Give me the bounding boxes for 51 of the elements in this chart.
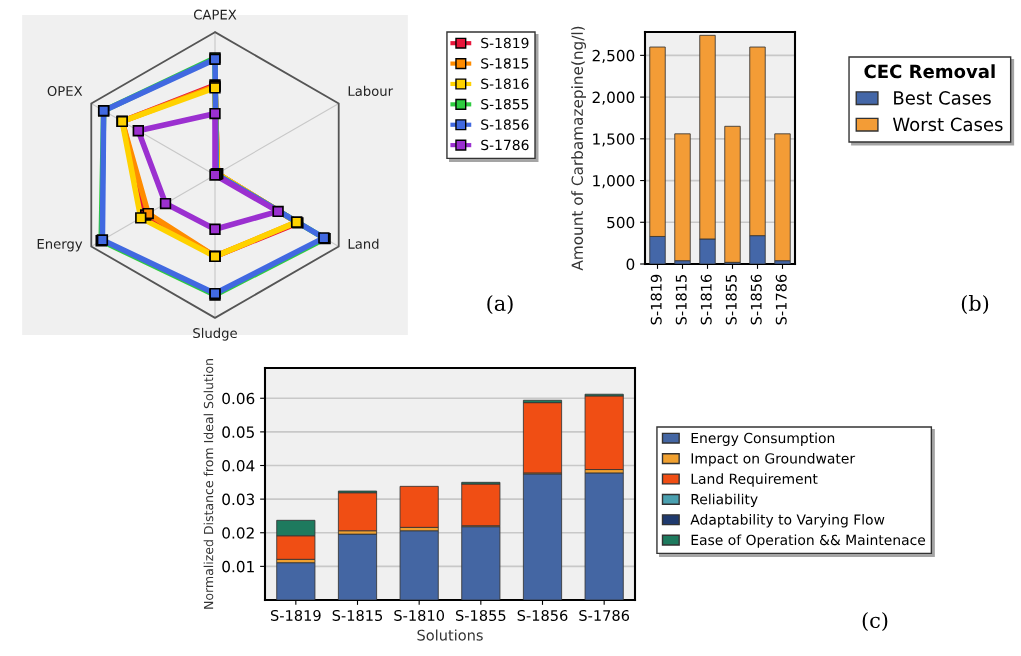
y-tick-label: 0 [626,258,635,271]
text: (c) [862,611,888,631]
legend-label: S-1815 [481,58,529,69]
text: (a) [487,294,513,314]
x-tick-label: S-1855 [455,609,506,622]
x-tick-label: S-1815 [675,275,687,325]
x-tick-label: S-1786 [775,274,787,325]
y-tick-label: 0.03 [222,493,255,506]
spoke-label: Sludge [193,327,237,341]
x-tick-label: S-1810 [394,609,445,622]
x-tick-label: S-1815 [332,609,383,622]
y-tick-label: 1,000 [593,175,635,189]
y-tick-label: 2,500 [592,49,635,63]
spoke-label: Energy [37,239,83,252]
legend-label: S-1856 [481,119,529,130]
legend-label: S-1816 [481,78,529,90]
text: (b) [961,294,989,314]
legend-label: Adaptability to Varying Flow [690,514,885,528]
x-tick-label: S-1856 [750,274,762,325]
legend-label: Best Cases [894,91,991,105]
spoke-label: Land [348,238,379,249]
legend-label: Impact on Groundwater [691,452,856,467]
legend-label: Ease of Operation && Maintenace [691,534,926,548]
legend-label: S-1786 [481,139,529,151]
x-tick-label: S-1786 [579,609,630,622]
legend-label: Reliability [691,493,758,508]
spoke-label: CAPEX [193,9,237,20]
x-tick-label: S-1855 [725,275,737,325]
legend-label: S-1855 [481,98,529,110]
y-tick-label: 0.06 [222,392,255,405]
x-tick-label: S-1819 [270,609,321,622]
legend-label: Energy Consumption [691,432,835,446]
x-tick-label: S-1819 [650,274,662,325]
y-tick-label: 0.04 [222,459,255,472]
x-tick-label: S-1816 [700,274,712,325]
y-axis-title: Normalized Distance from Ideal Solution [203,359,214,609]
x-tick-label: S-1856 [517,609,568,622]
legend-label: Land Requirement [691,473,818,487]
y-tick-label: 1,500 [593,133,635,147]
x-axis-title: Solutions [417,629,483,641]
y-tick-label: 0.01 [222,560,254,573]
spoke-label: Labour [348,85,394,97]
y-axis-title: Amount of Carbamazepine(ng/l) [571,26,586,271]
legend-title: CEC Removal [864,64,995,79]
y-tick-label: 2,000 [592,91,635,105]
legend-label: Worst Cases [892,117,1003,132]
y-tick-label: 500 [607,216,635,229]
y-tick-label: 0.05 [222,426,254,438]
spoke-label: OPEX [47,86,83,97]
y-tick-label: 0.02 [222,527,254,539]
legend-label: S-1819 [481,37,529,49]
